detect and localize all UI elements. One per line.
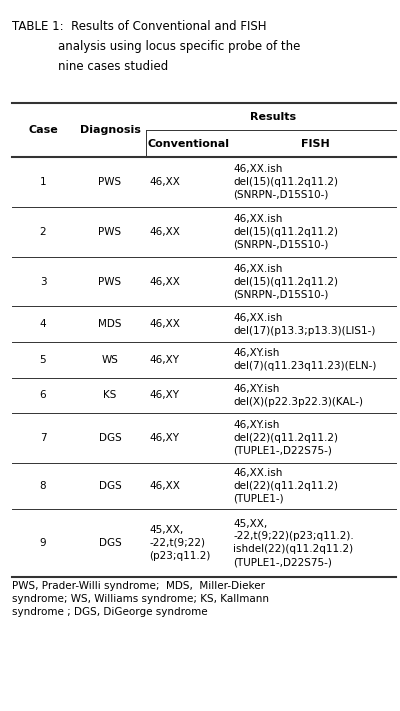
Text: PWS: PWS: [98, 277, 122, 287]
Text: PWS: PWS: [98, 177, 122, 187]
Text: DGS: DGS: [99, 481, 121, 491]
Text: Diagnosis: Diagnosis: [80, 125, 140, 135]
Text: 46,XX.ish
del(15)(q11.2q11.2)
(SNRPN-,D15S10-): 46,XX.ish del(15)(q11.2q11.2) (SNRPN-,D1…: [233, 264, 338, 299]
Text: 46,XX: 46,XX: [149, 277, 180, 287]
Text: FISH: FISH: [301, 139, 329, 149]
Text: DGS: DGS: [99, 433, 121, 443]
Text: Results: Results: [250, 112, 296, 122]
Text: 46,XX: 46,XX: [149, 177, 180, 187]
Text: 46,XX: 46,XX: [149, 319, 180, 329]
Text: 46,XX: 46,XX: [149, 227, 180, 237]
Text: 46,XY.ish
del(X)(p22.3p22.3)(KAL-): 46,XY.ish del(X)(p22.3p22.3)(KAL-): [233, 384, 363, 407]
Text: 46,XY.ish
del(22)(q11.2q11.2)
(TUPLE1-,D22S75-): 46,XY.ish del(22)(q11.2q11.2) (TUPLE1-,D…: [233, 420, 338, 456]
Text: 1: 1: [40, 177, 46, 187]
Text: PWS: PWS: [98, 227, 122, 237]
Text: 6: 6: [40, 390, 46, 400]
Text: Case: Case: [28, 125, 58, 135]
Text: 45,XX,
-22,t(9;22)
(p23;q11.2): 45,XX, -22,t(9;22) (p23;q11.2): [149, 525, 210, 561]
Text: 3: 3: [40, 277, 46, 287]
Text: 8: 8: [40, 481, 46, 491]
Text: 46,XY: 46,XY: [149, 355, 179, 365]
Text: 46,XX.ish
del(22)(q11.2q11.2)
(TUPLE1-): 46,XX.ish del(22)(q11.2q11.2) (TUPLE1-): [233, 468, 338, 504]
Text: 46,XY.ish
del(7)(q11.23q11.23)(ELN-): 46,XY.ish del(7)(q11.23q11.23)(ELN-): [233, 348, 376, 371]
Text: 46,XX.ish
del(15)(q11.2q11.2)
(SNRPN-,D15S10-): 46,XX.ish del(15)(q11.2q11.2) (SNRPN-,D1…: [233, 214, 338, 250]
Text: 46,XY: 46,XY: [149, 390, 179, 400]
Text: WS: WS: [102, 355, 118, 365]
Text: 5: 5: [40, 355, 46, 365]
Text: 2: 2: [40, 227, 46, 237]
Text: Conventional: Conventional: [147, 139, 229, 149]
Text: KS: KS: [103, 390, 117, 400]
Text: 46,XY: 46,XY: [149, 433, 179, 443]
Text: analysis using locus specific probe of the: analysis using locus specific probe of t…: [58, 40, 300, 53]
Text: nine cases studied: nine cases studied: [58, 60, 168, 73]
Text: 46,XX: 46,XX: [149, 481, 180, 491]
Text: 46,XX.ish
del(17)(p13.3;p13.3)(LIS1-): 46,XX.ish del(17)(p13.3;p13.3)(LIS1-): [233, 313, 376, 336]
Text: 46,XX.ish
del(15)(q11.2q11.2)
(SNRPN-,D15S10-): 46,XX.ish del(15)(q11.2q11.2) (SNRPN-,D1…: [233, 164, 338, 200]
Text: PWS, Prader-Willi syndrome;  MDS,  Miller-Dieker
syndrome; WS, Williams syndrome: PWS, Prader-Willi syndrome; MDS, Miller-…: [12, 581, 269, 617]
Text: 45,XX,
-22,t(9;22)(p23;q11.2).
ishdel(22)(q11.2q11.2)
(TUPLE1-,D22S75-): 45,XX, -22,t(9;22)(p23;q11.2). ishdel(22…: [233, 518, 354, 567]
Text: 7: 7: [40, 433, 46, 443]
Text: 4: 4: [40, 319, 46, 329]
Text: DGS: DGS: [99, 538, 121, 548]
Text: 9: 9: [40, 538, 46, 548]
Text: MDS: MDS: [98, 319, 122, 329]
Text: TABLE 1:  Results of Conventional and FISH: TABLE 1: Results of Conventional and FIS…: [12, 20, 266, 33]
